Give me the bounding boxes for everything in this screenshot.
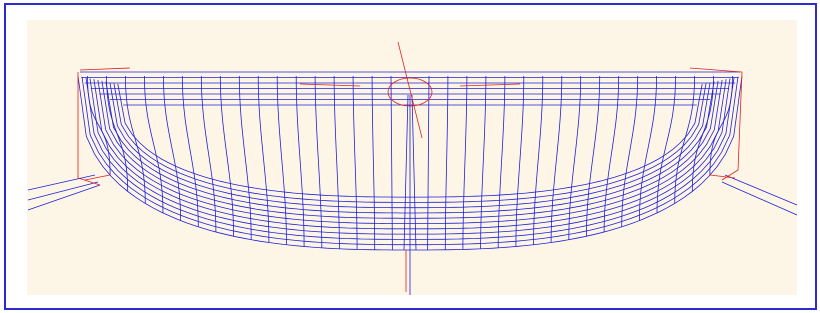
hull-view xyxy=(0,0,820,313)
canvas xyxy=(27,20,797,295)
